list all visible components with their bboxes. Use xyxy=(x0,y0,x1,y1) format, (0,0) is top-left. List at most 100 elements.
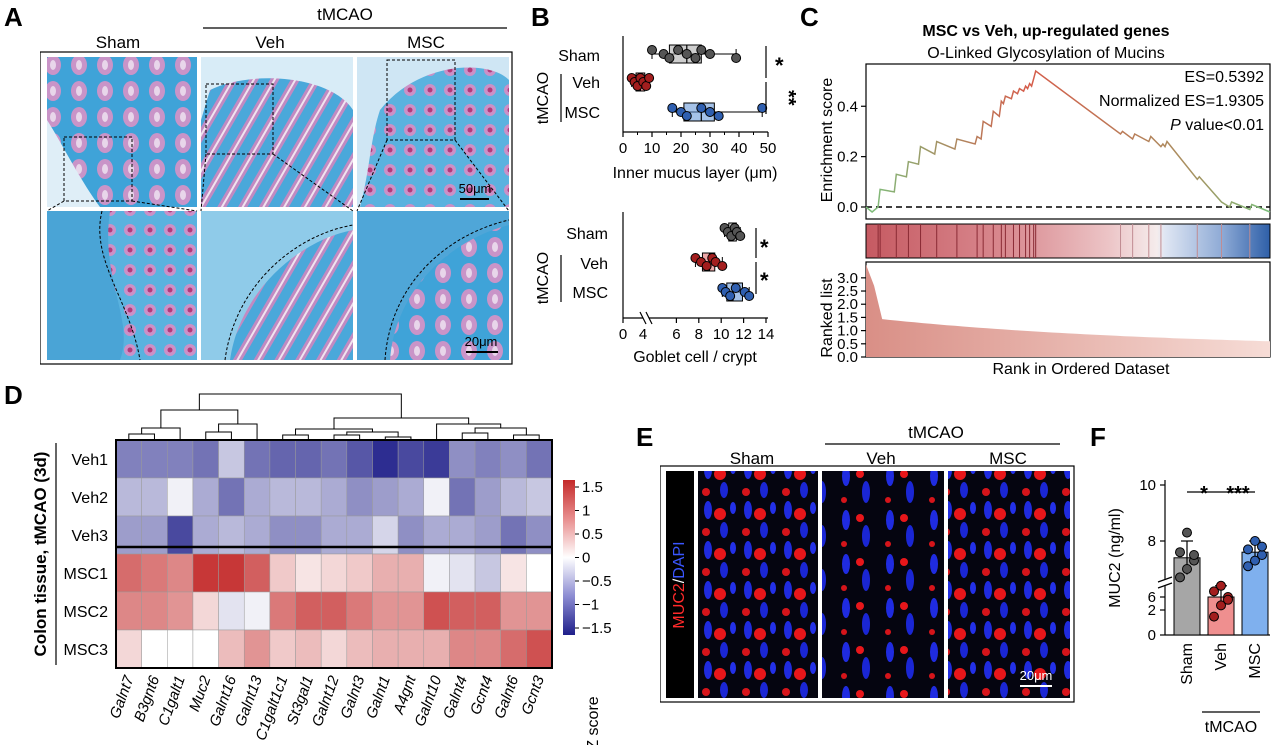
data-point xyxy=(1250,555,1260,566)
data-point xyxy=(690,53,701,63)
panel-b-tick-label: 0 xyxy=(619,326,627,343)
heatmap-row-label: Veh3 xyxy=(72,528,109,545)
panel-b-bottom-group: tMCAO xyxy=(535,252,552,304)
heatmap-cell xyxy=(141,553,168,593)
data-point xyxy=(717,261,728,271)
panel-label-e: E xyxy=(636,422,654,452)
data-point xyxy=(725,291,736,301)
data-point xyxy=(1250,536,1260,546)
heatmap-cell xyxy=(500,553,527,593)
panel-f-tick-label: 0 xyxy=(1148,627,1156,644)
heatmap-col-label: Gcnt3 xyxy=(518,673,548,717)
heatmap-cell xyxy=(243,629,271,669)
panel-b-tick-label: 20 xyxy=(673,140,690,157)
panel-d-heatmap: Veh1 Veh2 Veh3 MSC1 MSC2 MSC3 Colon tissue, t… xyxy=(31,393,612,745)
panel-c-es-frame xyxy=(865,63,1271,220)
heatmap-cell xyxy=(526,553,553,593)
panel-b-tick-label: 8 xyxy=(695,326,703,343)
data-point xyxy=(673,45,684,55)
panel-a-msc-top xyxy=(357,57,509,207)
heatmap-cell xyxy=(243,439,271,479)
panel-e-col-sham: Sham xyxy=(730,449,774,468)
panel-label-b: B xyxy=(531,2,550,32)
heatmap-cell xyxy=(167,515,194,555)
panel-f-sig-2: *** xyxy=(1226,483,1250,505)
heatmap-cell xyxy=(474,477,501,517)
panel-b-top-xlabel: Inner mucus layer (μm) xyxy=(613,165,778,182)
data-point xyxy=(705,49,715,59)
heatmap-cell xyxy=(320,629,348,669)
heatmap-cell xyxy=(423,553,450,593)
panel-e-veh-image xyxy=(822,471,944,698)
heatmap-cell xyxy=(526,629,553,669)
data-point xyxy=(1216,580,1226,591)
heatmap-cell xyxy=(167,629,194,669)
heatmap-cell xyxy=(167,591,194,631)
heatmap-cell xyxy=(269,553,296,593)
data-point xyxy=(730,283,741,293)
heatmap-cell xyxy=(320,553,348,593)
panel-f-xlabel: Veh xyxy=(1213,643,1230,671)
panel-c-hit-bar xyxy=(865,223,1271,259)
heatmap-cell xyxy=(423,477,450,517)
panel-b-bottom-sig-1: * xyxy=(760,235,769,260)
data-point xyxy=(1243,561,1253,572)
panel-b-tick-label: 0 xyxy=(619,140,627,157)
heatmap-cell xyxy=(423,591,450,631)
heatmap-cell xyxy=(295,591,322,631)
panel-c-subtitle: O-Linked Glycosylation of Mucins xyxy=(927,45,1164,62)
heatmap-cell xyxy=(500,515,527,555)
heatmap-row-label: Veh2 xyxy=(72,490,109,507)
panel-a-histology: tMCAO Sham Veh MSC 50μm 20μm xyxy=(40,5,513,365)
heatmap-cell xyxy=(192,477,219,517)
heatmap-cell xyxy=(115,553,142,593)
data-point xyxy=(701,261,712,271)
panel-b-top: 0 10 20 30 40 50 Sham Veh MSC tMCAO * ** Inne… xyxy=(535,36,799,182)
heatmap-cell xyxy=(115,591,142,631)
panel-b-tick-label: 4 xyxy=(639,326,647,343)
panel-a-col-sham: Sham xyxy=(96,33,140,52)
heatmap-cell xyxy=(346,477,373,517)
heatmap-cell xyxy=(192,591,219,631)
heatmap-cell xyxy=(346,439,373,479)
colorbar-tick-label: 1.5 xyxy=(582,479,603,496)
panel-a-veh-bottom xyxy=(201,211,354,361)
panel-c-tick-label: 0.4 xyxy=(837,98,858,115)
heatmap-cell xyxy=(449,477,476,517)
panel-d-ylabel: Colon tissue, tMCAO (3d) xyxy=(31,452,50,657)
panel-b-bottom-xlabel: Goblet cell / crypt xyxy=(633,349,757,366)
panel-a-col-msc: MSC xyxy=(407,33,445,52)
heatmap-cell xyxy=(141,629,168,669)
data-point xyxy=(713,111,724,121)
heatmap-row-label: MSC2 xyxy=(64,604,109,621)
heatmap-cell xyxy=(397,553,425,593)
panel-c-tick-label: 0.2 xyxy=(837,149,858,166)
panel-f-ylabel: MUC2 (ng/ml) xyxy=(1107,508,1124,608)
heatmap-row-label: MSC3 xyxy=(64,642,109,659)
dendrogram-branch xyxy=(205,431,232,440)
heatmap-cell xyxy=(397,477,425,517)
panel-label-c: C xyxy=(800,2,819,32)
panel-a-msc-bottom xyxy=(357,211,510,361)
heatmap-cell xyxy=(295,439,322,479)
panel-c-ranked-tick-label: 2.5 xyxy=(837,283,858,300)
dendrogram-branch xyxy=(160,409,239,428)
data-point xyxy=(1257,550,1267,560)
panel-e-sham-image xyxy=(698,471,818,698)
heatmap-cell xyxy=(115,515,142,555)
heatmap-cell xyxy=(449,629,476,669)
panel-b-chart: 0 10 20 30 40 50 Sham Veh MSC tMCAO * ** Inne… xyxy=(535,36,799,366)
heatmap-cell xyxy=(167,439,194,479)
panel-c-ranked-tick-label: 1.5 xyxy=(837,309,858,326)
panel-b-top-sig-1: * xyxy=(775,53,784,78)
panel-e-tmcao-title: tMCAO xyxy=(908,423,964,442)
heatmap-cell xyxy=(218,515,245,555)
data-point xyxy=(757,103,768,113)
panel-c-ylabel-es: Enrichment score xyxy=(819,78,836,203)
panel-b-bottom-sig-2: * xyxy=(760,268,769,293)
colorbar-tick-label: 0 xyxy=(582,550,590,567)
heatmap-cell xyxy=(218,439,245,479)
dendrogram-branch xyxy=(198,393,402,418)
panel-b-tick-label: 40 xyxy=(731,140,748,157)
panel-b-tick-label: 10 xyxy=(644,140,661,157)
